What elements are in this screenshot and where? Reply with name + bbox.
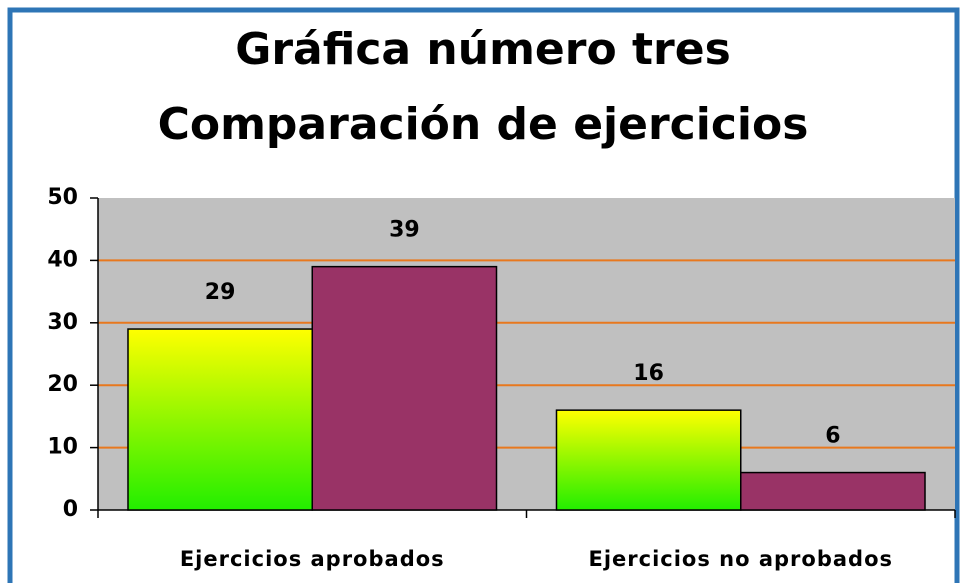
- chart-title: Gráfica número tres: [235, 24, 731, 75]
- frame: [7, 7, 960, 583]
- value-label: 29: [205, 280, 236, 305]
- x-tick-label: Ejercicios no aprobados: [588, 547, 893, 571]
- chart-subtitle: Comparación de ejercicios: [158, 99, 809, 150]
- bar: [311, 265, 498, 511]
- bar: [555, 409, 742, 511]
- y-tick-label: 30: [47, 310, 78, 335]
- bar: [740, 471, 926, 511]
- bar: [127, 328, 314, 511]
- value-label: 39: [389, 218, 420, 243]
- value-label: 6: [825, 424, 840, 449]
- y-tick-label: 20: [47, 372, 78, 397]
- y-tick-label: 0: [63, 497, 78, 522]
- value-label: 16: [633, 361, 664, 386]
- y-tick-label: 50: [47, 185, 78, 210]
- y-tick-label: 40: [47, 247, 78, 272]
- y-tick-label: 10: [47, 435, 78, 460]
- x-tick-label: Ejercicios aprobados: [180, 547, 445, 571]
